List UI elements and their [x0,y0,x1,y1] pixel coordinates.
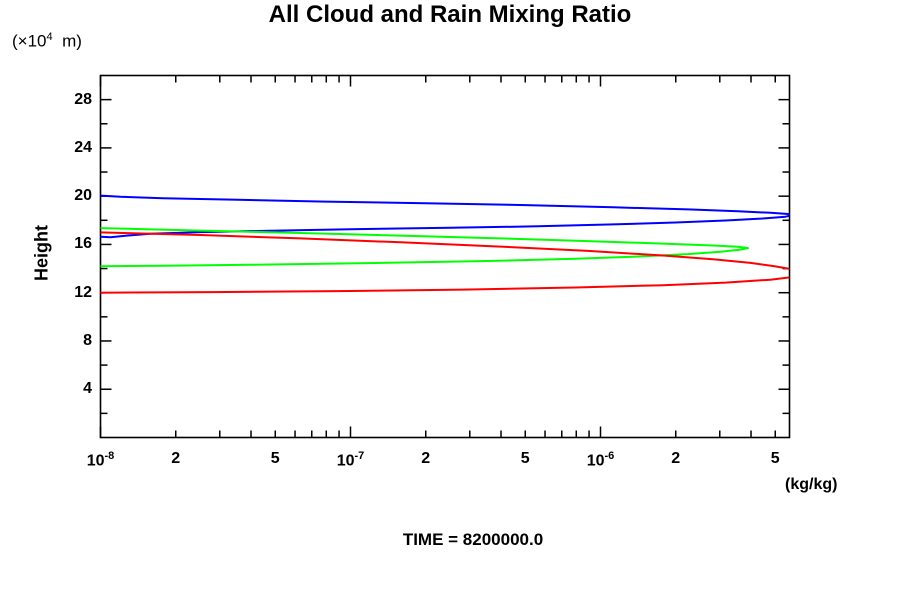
y-axis-units-label: (×104 m) [12,31,82,52]
y-tick-label: 24 [74,138,92,156]
y-tick-label: 8 [83,331,92,349]
y-tick-label: 12 [74,283,92,301]
y-tick-label: 28 [74,90,92,108]
x-tick-label: 2 [171,450,181,467]
y-units-prefix: (×10 [12,31,47,51]
x-tick-label: 5 [270,450,280,467]
series-red-profile-line [100,231,790,294]
y-tick-label: 16 [74,235,92,253]
y-units-exponent: 4 [46,31,53,43]
x-tick-label: 5 [770,450,780,467]
x-tick-label: 10-7 [336,450,365,470]
y-tick-label: 20 [74,187,92,205]
x-tick-label: 5 [520,450,530,467]
plot-frame [99,74,791,439]
x-tick-label: 10-8 [86,450,115,470]
time-caption: TIME = 8200000.0 [402,530,544,549]
y-tick-label: 4 [83,380,92,398]
x-tick-label: 10-6 [586,450,615,470]
x-tick-label: 2 [421,450,431,467]
chart-title: All Cloud and Rain Mixing Ratio [268,1,632,28]
x-tick-label: 2 [671,450,681,467]
series-green-profile-line [100,227,749,268]
x-axis-units-label: (kg/kg) [785,476,838,493]
y-units-suffix: m) [52,31,82,51]
